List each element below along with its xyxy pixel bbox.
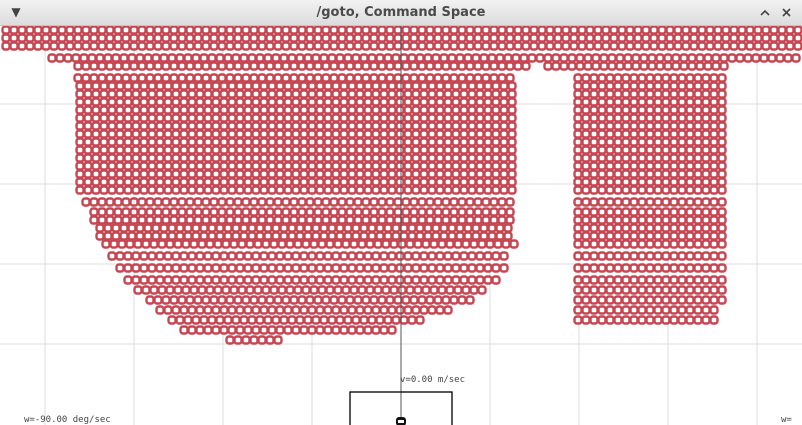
triangle-down-icon[interactable]: ▼	[11, 5, 21, 19]
chevron-up-icon[interactable]	[756, 3, 774, 21]
angular-velocity-right-label: w=	[781, 415, 792, 425]
robot-icon	[396, 417, 406, 425]
close-icon[interactable]	[777, 3, 795, 21]
robot-footprint	[349, 391, 453, 425]
command-space-canvas[interactable]: v=0.00 m/sec w=-90.00 deg/sec w=	[0, 26, 802, 425]
obstacle-region	[1, 26, 802, 345]
window-title: /goto, Command Space	[316, 5, 486, 20]
angular-velocity-left-label: w=-90.00 deg/sec	[24, 415, 111, 425]
velocity-label: v=0.00 m/sec	[400, 375, 466, 385]
command-space-plot	[0, 26, 802, 425]
titlebar: ▼ /goto, Command Space	[0, 0, 802, 26]
